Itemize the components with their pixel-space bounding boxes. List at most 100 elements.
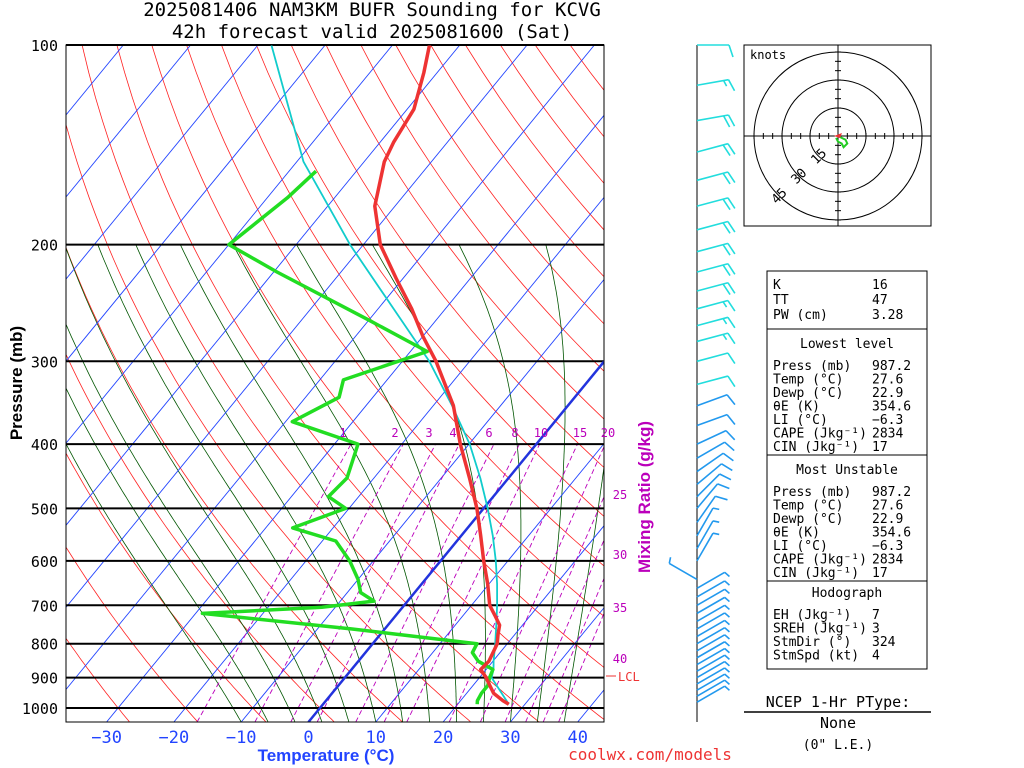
wind-barb	[696, 220, 736, 234]
stat-value: −6.3	[872, 539, 903, 554]
wind-barb-flag	[722, 264, 731, 277]
mixing-ratio-line	[383, 443, 520, 722]
wind-barb-flag	[727, 114, 736, 127]
wind-barb-flag	[727, 171, 736, 184]
stats-panel	[766, 270, 928, 670]
wind-barb-flag	[727, 263, 736, 275]
pressure-tick-label: 100	[31, 37, 58, 55]
temperature-tick-labels: −30 −20 −10 0 10 20 30 40	[91, 728, 588, 748]
wind-barb-staff	[696, 667, 726, 685]
pressure-tick-labels: 100 200 300 400 500 600 700 800 900 1000	[22, 37, 58, 718]
mixing-ratio-label: 20	[601, 426, 615, 440]
pressure-tick-label: 400	[31, 436, 58, 454]
stat-value: 17	[872, 440, 888, 455]
wind-barb-staff	[696, 441, 726, 459]
wind-barb	[696, 473, 732, 498]
wind-barb	[696, 660, 730, 679]
stat-value: 2834	[872, 553, 903, 568]
pressure-tick-label: 1000	[22, 700, 58, 718]
stat-value: 3.28	[872, 308, 903, 323]
pressure-tick-label: 700	[31, 597, 58, 615]
wind-barb-half-flag	[668, 557, 672, 564]
pressure-tick-label: 600	[31, 553, 58, 571]
wind-barb-half-flag	[724, 654, 730, 660]
isotherm-line	[66, 45, 528, 609]
mixing-ratio-label: 2	[391, 426, 398, 440]
stat-label: CAPE (Jkg⁻¹)	[773, 553, 867, 568]
mixing-ratio-label: 6	[485, 426, 492, 440]
isotherm-line	[66, 45, 259, 280]
stat-label: TT	[773, 293, 789, 308]
wind-barb	[696, 634, 730, 652]
mixing-ratio-line	[406, 443, 540, 722]
parcel-line	[270, 45, 510, 705]
wind-barb-staff	[668, 562, 698, 581]
wind-barb	[696, 78, 736, 92]
temperature-tick-label: −30	[91, 728, 122, 748]
moist-adiabat-line	[232, 244, 430, 722]
wind-barb-flag	[719, 473, 732, 481]
mixing-ratio-line	[448, 443, 578, 722]
wind-barb	[696, 612, 730, 630]
isotherm-line	[66, 45, 191, 198]
wind-barb-staff	[696, 588, 726, 606]
wind-barb-staff	[696, 473, 721, 498]
wind-barb	[668, 557, 698, 581]
wind-barb-half-flag	[712, 520, 720, 523]
stat-label: CIN (Jkg⁻¹)	[773, 566, 859, 581]
stat-value: 354.6	[872, 526, 911, 541]
wind-barb	[696, 495, 728, 523]
wind-barb	[696, 483, 730, 509]
wind-barb-flag	[727, 221, 736, 233]
stat-value: 22.9	[872, 512, 903, 527]
mixing-ratio-line	[196, 443, 352, 722]
isotherm-line	[66, 45, 461, 526]
stat-label: LI (°C)	[773, 413, 828, 428]
wind-barb-flag	[727, 242, 736, 255]
wind-barb-staff	[696, 171, 729, 182]
wind-barb	[696, 627, 730, 645]
stat-value: 47	[872, 293, 888, 308]
wind-barb	[696, 604, 730, 622]
wind-barb	[696, 641, 730, 659]
moist-adiabat-line	[135, 244, 377, 722]
wind-barb-flag	[722, 244, 731, 256]
wind-barb-staff	[696, 571, 726, 590]
stat-label: StmDir (°)	[773, 635, 851, 650]
dry-adiabat-line	[66, 246, 403, 722]
dry-adiabat-line	[66, 123, 472, 722]
wind-barb-flag	[727, 197, 736, 209]
wind-barb-half-flag	[724, 619, 730, 626]
mixing-ratio-labels: 1 2 3 4 6 8 10 15 20 25 30 35 40	[339, 426, 627, 666]
wind-barb-half-flag	[722, 334, 728, 341]
mixing-ratio-label: 3	[425, 426, 432, 440]
wind-barb	[696, 413, 736, 427]
wind-barb-flag	[722, 222, 731, 234]
wind-barb	[696, 520, 720, 550]
moist-adiabats	[66, 244, 604, 722]
wind-barb-staff	[696, 507, 714, 537]
wind-barb	[696, 171, 736, 185]
stat-label: LI (°C)	[773, 539, 828, 554]
wind-barb-staff	[696, 612, 726, 630]
stat-label: θE (K)	[773, 400, 820, 415]
stat-value: 354.6	[872, 400, 911, 415]
wind-barb-half-flag	[724, 604, 730, 611]
stat-label: Press (mb)	[773, 359, 851, 374]
wind-barb-flag	[722, 115, 731, 128]
moist-adiabat-line	[536, 244, 566, 722]
stat-label: Dewp (°C)	[773, 386, 843, 401]
wind-barb	[696, 532, 720, 562]
wind-barbs	[668, 44, 736, 703]
isotherm-line	[66, 45, 326, 362]
wind-barb-staff	[696, 634, 726, 652]
dry-adiabat-line	[151, 45, 604, 669]
wind-barb-half-flag	[724, 596, 730, 603]
wind-barb-staff	[696, 679, 726, 697]
stat-value: 3	[872, 622, 880, 637]
temperature-trace	[373, 45, 510, 706]
temperature-tick-label: 10	[366, 728, 386, 748]
wind-barb-half-flag	[724, 661, 730, 667]
stat-value: 987.2	[872, 485, 911, 500]
dewpoint-line	[200, 169, 495, 705]
